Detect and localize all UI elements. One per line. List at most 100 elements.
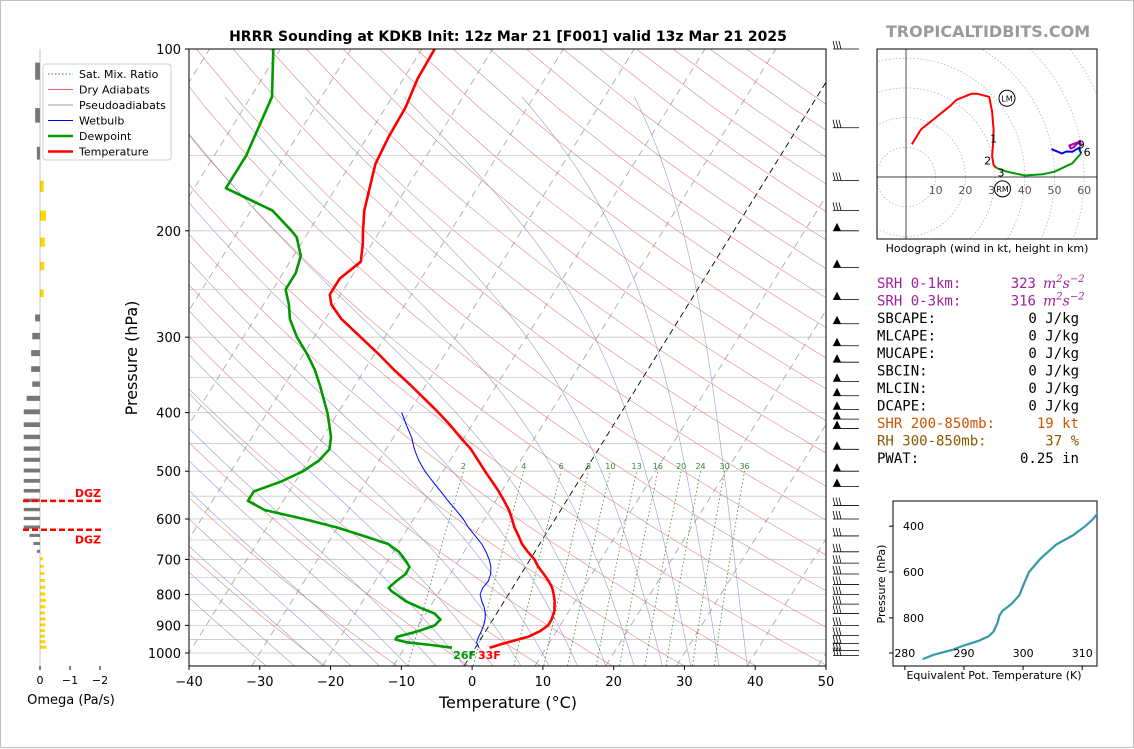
skewt-frame — [188, 48, 827, 667]
index-label: SHR 200-850mb: — [877, 416, 995, 432]
isotherm-line — [463, 81, 826, 666]
dry-adiabat-line — [189, 388, 541, 666]
wind-barb-feather — [835, 627, 839, 636]
omega-bar — [40, 605, 46, 609]
x-tick-label: 50 — [818, 675, 835, 690]
omega-bar — [40, 640, 46, 644]
wind-barb-feather — [835, 565, 839, 575]
wind-barb-feather — [835, 40, 839, 50]
x-tick-label: 20 — [605, 675, 622, 690]
mixing-ratio-label: 36 — [739, 462, 749, 471]
omega-bar — [40, 611, 45, 615]
index-label: RH 300-850mb: — [877, 434, 987, 450]
index-label: MLCIN: — [877, 381, 928, 397]
index-label: MLCAPE: — [877, 329, 936, 345]
wind-barb-feather — [838, 202, 842, 211]
hodo-tick-label: 50 — [1048, 184, 1062, 197]
wind-barb-feather — [832, 497, 836, 506]
index-label: SRH 0-1km: — [877, 276, 961, 292]
isotherm-line — [189, 49, 564, 654]
wind-barb-feather — [832, 617, 836, 626]
wind-barb-feather — [835, 543, 839, 552]
mixing-ratio-line — [692, 471, 725, 666]
hodo-tick-label: 20 — [958, 184, 972, 197]
wind-barb-feather — [835, 605, 839, 614]
wind-barb-feather — [832, 527, 836, 537]
x-tick-label: 0 — [468, 675, 476, 690]
dry-adiabat-line — [189, 183, 826, 666]
wind-barb-feather — [832, 635, 836, 644]
omega-bar — [23, 434, 40, 440]
wind-barb-feather — [832, 172, 836, 181]
storm-motion-marker — [994, 180, 1012, 198]
index-value: 0 J/kg — [1028, 346, 1079, 362]
wind-barb-feather — [838, 642, 842, 651]
skewt-y-label: Pressure (hPa) — [122, 301, 141, 416]
pseudoadiabat-line — [304, 96, 663, 666]
isotherm-line — [605, 309, 826, 666]
omega-bar — [40, 289, 44, 298]
omega-bar — [40, 617, 46, 621]
wind-barb-flag — [833, 337, 841, 346]
wind-barb-feather — [838, 647, 842, 656]
omega-bar — [23, 516, 40, 521]
omega-bar — [23, 478, 40, 483]
y-tick-label: 400 — [156, 407, 181, 422]
wind-barb-feather — [835, 647, 839, 656]
dry-adiabat-line — [189, 284, 685, 666]
pseudoadiabat-line — [189, 310, 522, 666]
wind-barb-feather — [832, 647, 836, 656]
omega-bar — [23, 488, 40, 493]
isotherm-line — [534, 195, 826, 666]
mixing-ratio-line — [714, 471, 745, 666]
wind-barb-flag — [833, 441, 841, 450]
hodo-tick-label: 10 — [929, 184, 943, 197]
skewt-panel: 2 4 6 8 10 13 16 20 24 30 36 −40 −30 −20 −10 0 10 20 30 40… — [122, 40, 859, 712]
omega-bar — [40, 623, 46, 627]
wind-barb-feather — [835, 202, 839, 211]
pseudoadiabat-line — [189, 460, 408, 666]
wind-barb-feather — [838, 586, 842, 595]
omega-bar — [40, 598, 46, 602]
wind-barb-feather — [838, 555, 842, 564]
omega-bar — [23, 525, 40, 529]
theta-e-y-tick-label: 400 — [903, 520, 924, 533]
wind-barb-feather — [832, 555, 836, 564]
dry-adiabat-line — [189, 497, 398, 666]
omega-bar — [35, 108, 40, 123]
omega-bar — [40, 210, 46, 221]
omega-bar — [32, 332, 40, 340]
dgz-label: DGZ — [75, 534, 101, 547]
pseudoadiabat-line — [189, 571, 295, 666]
theta-e-x-tick-label: 310 — [1072, 647, 1093, 660]
omega-bar — [40, 629, 45, 633]
index-value: 37 % — [1045, 434, 1079, 450]
pseudoadiabat-line — [189, 392, 465, 666]
legend-box — [42, 63, 172, 161]
index-label: PWAT: — [877, 451, 919, 467]
theta-e-y-label: Pressure (hPa) — [875, 545, 888, 624]
dry-adiabat-line — [189, 335, 613, 666]
hodo-segment — [1051, 146, 1083, 155]
wind-barb-feather — [835, 576, 839, 585]
isotherm-line — [189, 49, 352, 312]
wind-barb-flag — [833, 411, 841, 420]
x-tick-label: −30 — [246, 675, 273, 690]
theta-e-area — [892, 500, 1098, 667]
dgz-label: DGZ — [75, 487, 101, 500]
wind-barb-feather — [835, 510, 839, 520]
mixing-ratio-label: 10 — [605, 462, 615, 471]
skewt-legend: Sat. Mix. Ratio Dry Adiabats Pseudoadiabat… — [42, 63, 172, 161]
wind-barbs — [832, 40, 859, 657]
hodograph-trace — [911, 92, 1083, 177]
wind-barb-feather — [835, 586, 839, 595]
hodograph-labels: 10203040506012369LMRM — [929, 89, 1091, 198]
theta-e-x-tick-label: 280 — [894, 647, 915, 660]
index-unit: m2s−2 — [1043, 274, 1085, 292]
mixing-ratio-label: 4 — [521, 462, 526, 471]
pseudoadiabat-line — [189, 133, 606, 666]
hodo-height-label: 9 — [1078, 138, 1085, 151]
mixing-ratio-label: 8 — [586, 462, 591, 471]
legend-label: Wetbulb — [79, 115, 124, 128]
